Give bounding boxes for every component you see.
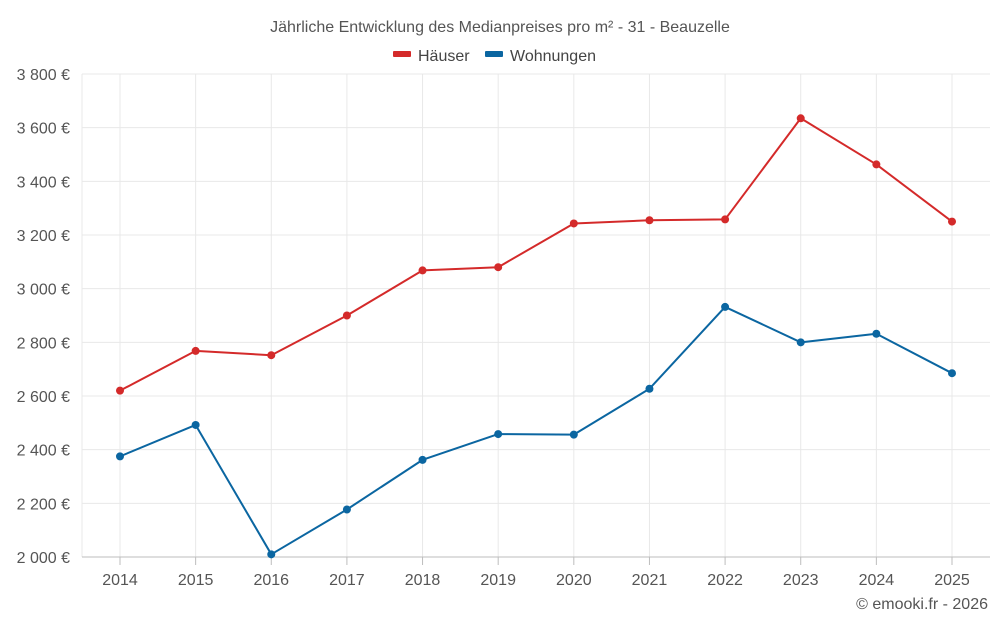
y-tick-label: 2 400 € [17, 443, 70, 460]
x-tick-label: 2023 [783, 572, 819, 589]
y-tick-label: 3 200 € [17, 228, 70, 245]
data-point-wohnungen[interactable] [418, 455, 427, 464]
y-tick-label: 3 800 € [17, 67, 70, 84]
y-tick-label: 2 000 € [17, 550, 70, 567]
legend-swatch-haeuser [393, 51, 411, 57]
data-point-wohnungen[interactable] [948, 369, 956, 378]
credit: © emooki.fr - 2026 [856, 596, 988, 613]
data-point-wohnungen[interactable] [872, 329, 881, 338]
y-axis: 2 000 € 2 200 € 2 400 € 2 600 € 2 800 € 3 000… [17, 67, 70, 567]
data-point-wohnungen[interactable] [342, 505, 351, 514]
x-tick-label: 2018 [405, 572, 441, 589]
data-point-haeuser[interactable] [796, 114, 805, 123]
legend-label-wohnungen: Wohnungen [510, 48, 596, 65]
y-tick-label: 3 000 € [17, 282, 70, 299]
data-point-haeuser[interactable] [418, 266, 427, 275]
data-point-haeuser[interactable] [191, 346, 200, 355]
data-point-haeuser[interactable] [721, 215, 730, 224]
x-tick-label: 2022 [707, 572, 743, 589]
data-point-wohnungen[interactable] [645, 384, 654, 393]
data-point-wohnungen[interactable] [494, 430, 503, 439]
y-tick-label: 3 600 € [17, 121, 70, 138]
data-point-wohnungen[interactable] [569, 430, 578, 439]
x-tick-label: 2014 [102, 572, 138, 589]
data-point-wohnungen[interactable] [267, 550, 276, 559]
data-point-haeuser[interactable] [342, 311, 351, 320]
y-tick-label: 2 200 € [17, 496, 70, 513]
x-axis: 2014 2015 2016 2017 2018 2019 2020 2021 2022 2023… [82, 556, 990, 589]
data-point-haeuser[interactable] [116, 386, 124, 395]
x-tick-label: 2019 [480, 572, 516, 589]
series-line-haeuser [119, 117, 953, 392]
data-point-wohnungen[interactable] [116, 452, 124, 461]
data-point-haeuser[interactable] [267, 351, 276, 360]
x-tick-label: 2024 [859, 572, 895, 589]
grid [81, 73, 990, 557]
data-point-haeuser[interactable] [494, 263, 503, 272]
x-tick-label: 2017 [329, 572, 365, 589]
x-tick-label: 2021 [632, 572, 668, 589]
legend-swatch-wohnungen [485, 51, 503, 57]
data-point-wohnungen[interactable] [721, 302, 730, 311]
data-point-haeuser[interactable] [645, 216, 654, 225]
y-tick-label: 2 800 € [17, 335, 70, 352]
chart-title: Jährliche Entwicklung des Medianpreises … [270, 19, 730, 36]
data-point-haeuser[interactable] [872, 160, 881, 169]
data-point-wohnungen[interactable] [191, 420, 200, 429]
data-point-haeuser[interactable] [948, 217, 956, 226]
y-tick-label: 2 600 € [17, 389, 70, 406]
data-point-haeuser[interactable] [569, 219, 578, 228]
legend: Häuser Wohnungen [393, 48, 596, 65]
series-group [116, 114, 956, 559]
x-tick-label: 2016 [253, 572, 289, 589]
series-line-wohnungen [119, 305, 953, 556]
data-point-wohnungen[interactable] [796, 338, 805, 347]
x-tick-label: 2020 [556, 572, 592, 589]
legend-label-haeuser: Häuser [418, 48, 470, 65]
x-tick-label: 2015 [178, 572, 214, 589]
y-tick-label: 3 400 € [17, 174, 70, 191]
x-tick-label: 2025 [934, 572, 970, 589]
